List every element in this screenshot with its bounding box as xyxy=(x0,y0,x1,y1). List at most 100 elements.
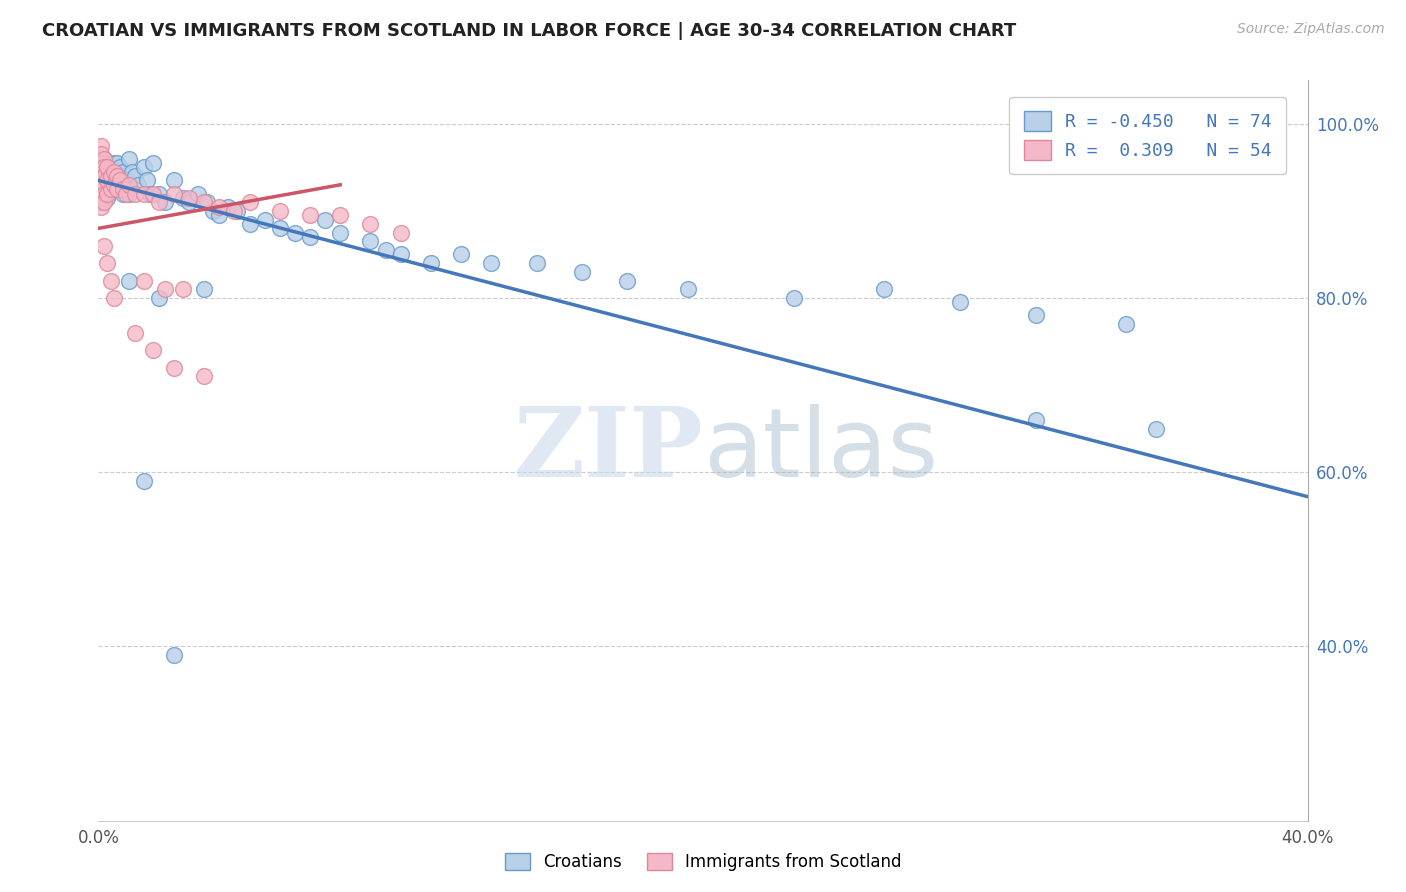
Point xyxy=(132,274,155,288)
Point xyxy=(193,195,215,210)
Point xyxy=(226,203,249,218)
Point xyxy=(100,182,122,196)
Legend: R = -0.450   N = 74, R =  0.309   N = 54: R = -0.450 N = 74, R = 0.309 N = 54 xyxy=(1010,96,1286,175)
Point xyxy=(193,369,215,384)
Point xyxy=(90,138,112,153)
Point xyxy=(1144,422,1167,436)
Point xyxy=(124,169,146,183)
Point xyxy=(90,173,112,187)
Legend: Croatians, Immigrants from Scotland: Croatians, Immigrants from Scotland xyxy=(496,845,910,880)
Point xyxy=(571,265,593,279)
Point xyxy=(195,195,218,210)
Point xyxy=(103,291,125,305)
Point xyxy=(163,186,186,201)
Point xyxy=(187,186,209,201)
Point xyxy=(105,169,128,183)
Point xyxy=(142,186,165,201)
Point xyxy=(224,203,246,218)
Point xyxy=(118,178,141,192)
Point xyxy=(105,156,128,170)
Point xyxy=(96,191,118,205)
Point xyxy=(103,178,125,192)
Point xyxy=(105,173,128,187)
Point xyxy=(481,256,503,270)
Point xyxy=(108,178,131,192)
Point xyxy=(100,169,122,183)
Point xyxy=(148,291,170,305)
Point xyxy=(284,226,307,240)
Text: Source: ZipAtlas.com: Source: ZipAtlas.com xyxy=(1237,22,1385,37)
Point xyxy=(93,165,115,179)
Point xyxy=(127,178,149,192)
Point xyxy=(1024,309,1046,323)
Point xyxy=(108,161,131,175)
Point xyxy=(153,195,176,210)
Point xyxy=(616,274,638,288)
Point xyxy=(172,282,194,296)
Point xyxy=(132,186,155,201)
Point xyxy=(179,195,201,210)
Point xyxy=(253,212,276,227)
Point xyxy=(90,147,112,161)
Point xyxy=(93,186,115,201)
Point xyxy=(96,173,118,187)
Point xyxy=(121,165,143,179)
Point xyxy=(96,178,118,192)
Point xyxy=(132,161,155,175)
Point xyxy=(526,256,548,270)
Point xyxy=(124,186,146,201)
Point xyxy=(100,182,122,196)
Point xyxy=(90,156,112,170)
Point xyxy=(93,239,115,253)
Point xyxy=(139,186,162,201)
Point xyxy=(96,156,118,170)
Point xyxy=(239,195,262,210)
Point xyxy=(93,152,115,166)
Text: CROATIAN VS IMMIGRANTS FROM SCOTLAND IN LABOR FORCE | AGE 30-34 CORRELATION CHAR: CROATIAN VS IMMIGRANTS FROM SCOTLAND IN … xyxy=(42,22,1017,40)
Point xyxy=(202,203,225,218)
Point xyxy=(1024,413,1046,427)
Point xyxy=(142,343,165,358)
Point xyxy=(949,295,972,310)
Point xyxy=(103,165,125,179)
Point xyxy=(142,156,165,170)
Point xyxy=(105,182,128,196)
Point xyxy=(374,243,396,257)
Point xyxy=(100,274,122,288)
Point xyxy=(103,169,125,183)
Point xyxy=(90,191,112,205)
Point xyxy=(299,230,322,244)
Point xyxy=(329,208,352,222)
Point xyxy=(90,161,112,175)
Point xyxy=(90,182,112,196)
Point xyxy=(450,247,472,261)
Point xyxy=(111,186,134,201)
Point xyxy=(269,203,291,218)
Point xyxy=(90,152,112,166)
Point xyxy=(676,282,699,296)
Point xyxy=(329,226,352,240)
Point xyxy=(163,360,186,375)
Point xyxy=(208,200,231,214)
Point xyxy=(217,200,239,214)
Point xyxy=(148,186,170,201)
Point xyxy=(208,208,231,222)
Point xyxy=(96,169,118,183)
Point xyxy=(114,173,136,187)
Point xyxy=(153,282,176,296)
Point xyxy=(163,648,186,662)
Point xyxy=(299,208,322,222)
Point xyxy=(163,173,186,187)
Point xyxy=(135,173,157,187)
Point xyxy=(114,186,136,201)
Point xyxy=(269,221,291,235)
Point xyxy=(100,161,122,175)
Text: atlas: atlas xyxy=(703,404,938,497)
Point xyxy=(90,200,112,214)
Point xyxy=(93,169,115,183)
Point xyxy=(179,191,201,205)
Point xyxy=(873,282,896,296)
Point xyxy=(103,182,125,196)
Point xyxy=(111,182,134,196)
Point xyxy=(389,247,412,261)
